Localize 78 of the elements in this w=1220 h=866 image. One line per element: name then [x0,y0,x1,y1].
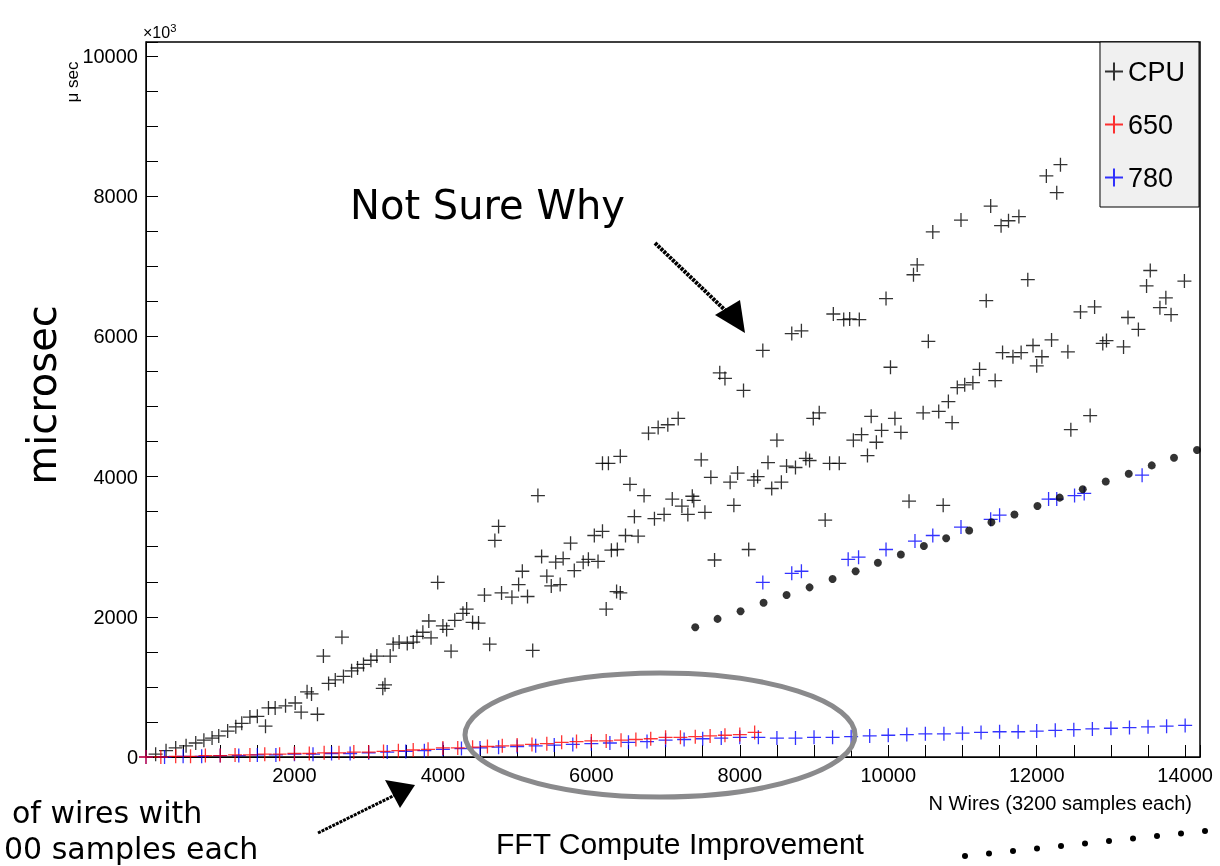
point [242,747,258,763]
x-tick-label: 10000 [860,764,917,786]
point [271,746,288,762]
point [736,607,745,616]
x-tick-label: 6000 [569,764,614,786]
point [672,729,689,746]
x-tick-label: 2000 [272,764,317,786]
point [598,733,614,749]
point [1124,469,1133,478]
y-tick-label: 8000 [93,185,138,208]
point [390,743,407,759]
legend-label: 780 [1127,162,1174,193]
point [1101,477,1110,486]
text: FFT Compute Improvement [496,826,865,860]
point [168,748,184,764]
x-tick-label: 4000 [420,764,466,786]
y-axis-title: μ sec [62,61,82,103]
point [1033,502,1042,511]
point [346,744,362,760]
point [896,550,905,559]
point [420,741,436,757]
point [851,567,860,576]
point [494,738,510,754]
point [568,733,585,750]
point [965,526,974,535]
point [257,746,273,762]
point [479,738,496,755]
point [182,748,199,764]
y-tick-label: 6000 [93,325,138,348]
point [316,745,332,761]
text: of wires with [12,794,203,830]
point [919,542,928,550]
point [1170,453,1179,462]
point [405,742,421,758]
point [713,614,722,623]
point [301,745,317,762]
y-tick-label: 2000 [93,605,138,628]
point [331,745,347,761]
point [987,518,996,527]
text: microsec [19,305,65,485]
y-tick-label: 0 [126,746,138,768]
legend-label: 650 [1127,109,1174,140]
point [613,732,629,748]
point [873,558,882,567]
legend-label: CPU [1127,56,1186,87]
x-tick-label: 8000 [717,764,763,786]
point [782,591,791,600]
text: 00 samples each [4,830,259,866]
point [1078,485,1087,494]
point [554,734,570,750]
point [628,731,644,748]
point [227,747,243,763]
point [759,598,768,607]
x-tick-label: 12000 [1008,764,1065,786]
x-axis-title: N Wires (3200 samples each) [928,792,1192,814]
point [1010,510,1019,519]
point [942,534,951,543]
point [1055,493,1064,502]
point [805,583,814,592]
point [747,724,763,741]
point [1193,445,1202,454]
y-tick-label: 4000 [93,465,138,488]
point [643,731,659,747]
y-tick-label: 10000 [82,45,138,68]
point [828,574,837,583]
point [524,736,540,753]
point [717,727,733,743]
point [197,747,214,764]
point [702,728,718,744]
point [687,729,703,745]
point [450,740,466,756]
point [539,736,555,752]
point [691,623,700,632]
x-tick-label: 14000 [1157,764,1213,786]
point [375,743,392,760]
annotation: Not Sure Why [350,182,625,228]
point [153,749,169,765]
point [1147,461,1156,470]
